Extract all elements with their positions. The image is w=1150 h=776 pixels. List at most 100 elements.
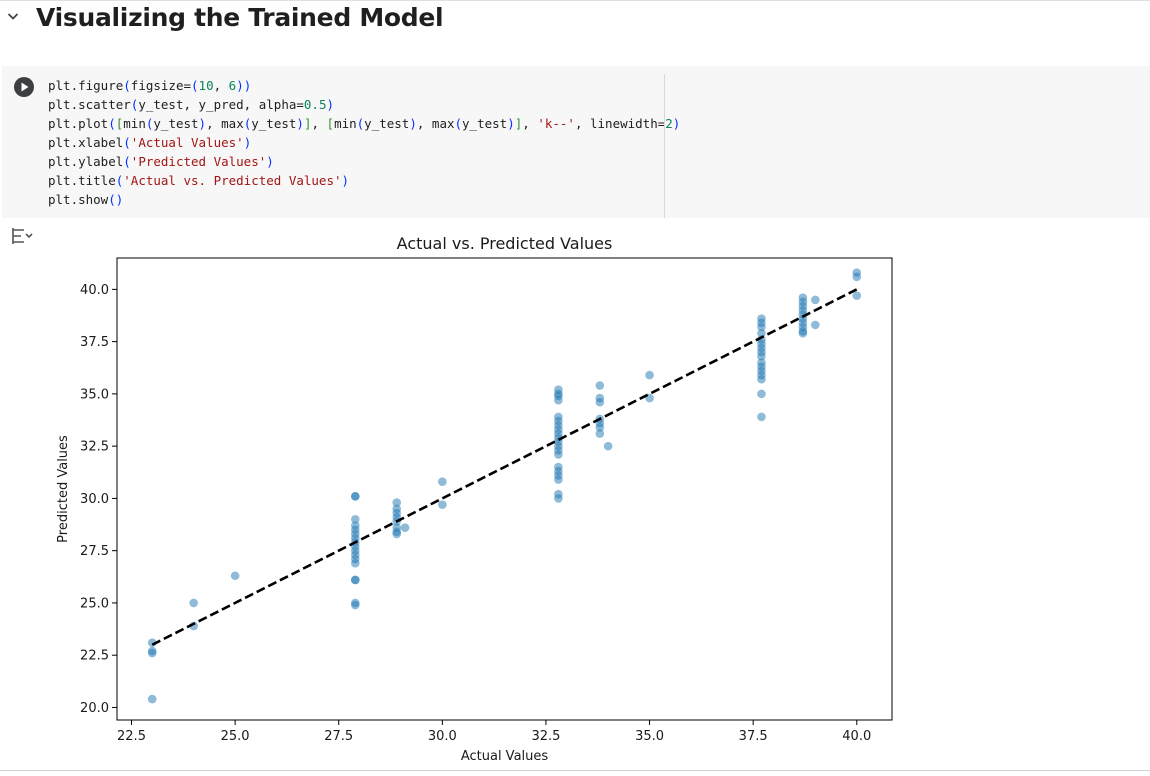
- code-token: plt.xlabel: [48, 135, 124, 150]
- code-token: y_test: [251, 116, 297, 131]
- code-line[interactable]: plt.figure(figsize=(10, 6)): [48, 76, 1138, 95]
- code-token: ]: [514, 116, 523, 131]
- data-point: [595, 429, 605, 438]
- code-cell[interactable]: plt.figure(figsize=(10, 6)) plt.scatter(y…: [2, 66, 1150, 218]
- data-point: [400, 523, 410, 532]
- section-header: Visualizing the Trained Model: [0, 0, 1150, 40]
- code-token: 0.5: [303, 97, 327, 112]
- code-token: min: [123, 116, 146, 131]
- y-tick-label: 25.0: [80, 596, 109, 611]
- data-point: [595, 381, 605, 390]
- data-point: [757, 322, 766, 332]
- code-token: ,: [213, 78, 229, 93]
- code-token: 2: [665, 116, 673, 131]
- data-point: [757, 351, 766, 361]
- y-tick-label: 22.5: [80, 649, 109, 664]
- line-length-ruler: [664, 74, 665, 218]
- code-token: plt.ylabel: [48, 154, 124, 169]
- data-point: [438, 477, 447, 486]
- data-point: [595, 397, 605, 407]
- code-token: (: [243, 116, 252, 131]
- code-token: 6: [228, 78, 237, 93]
- x-tick-label: 25.0: [221, 729, 250, 744]
- code-token: figsize=: [130, 78, 192, 93]
- code-line[interactable]: plt.show(): [48, 190, 1138, 209]
- code-token: plt.scatter: [48, 97, 131, 112]
- code-line[interactable]: plt.scatter(y_test, y_pred, alpha=0.5): [48, 95, 1138, 114]
- code-token: (: [123, 135, 131, 150]
- code-token: [: [115, 116, 124, 131]
- code-line[interactable]: plt.title('Actual vs. Predicted Values'): [48, 171, 1138, 190]
- code-line[interactable]: plt.xlabel('Actual Values'): [48, 133, 1138, 152]
- code-token: plt.plot: [48, 116, 109, 131]
- x-tick-label: 37.5: [739, 729, 768, 744]
- code-token: max: [221, 116, 244, 131]
- y-tick-label: 35.0: [80, 387, 109, 402]
- code-token: ): [341, 173, 350, 188]
- code-token: (: [191, 78, 199, 93]
- code-token: ): [198, 116, 207, 131]
- data-point: [351, 492, 360, 501]
- code-token: max: [431, 116, 455, 131]
- code-token: ,: [522, 116, 538, 131]
- data-point: [230, 571, 240, 581]
- code-token: plt.figure: [48, 78, 124, 93]
- data-point: [554, 450, 563, 459]
- data-point: [852, 291, 862, 300]
- code-token: 'Predicted Values': [130, 154, 267, 169]
- top-divider: [0, 0, 1150, 1]
- y-tick-label: 20.0: [80, 701, 109, 716]
- data-point: [757, 374, 766, 384]
- x-tick-label: 22.5: [117, 729, 146, 744]
- code-token: ): [507, 116, 515, 131]
- chevron-down-icon[interactable]: [5, 8, 21, 24]
- x-axis-label: Actual Values: [461, 749, 549, 764]
- y-tick-label: 32.5: [80, 440, 109, 455]
- data-point: [852, 272, 862, 282]
- code-line[interactable]: plt.ylabel('Predicted Values'): [48, 152, 1138, 171]
- code-token: (: [108, 116, 116, 131]
- code-token: ): [409, 116, 417, 131]
- data-point: [595, 423, 605, 432]
- data-point: [351, 558, 360, 568]
- code-token: y_test: [364, 116, 410, 131]
- code-token: ): [243, 135, 252, 150]
- code-editor[interactable]: plt.figure(figsize=(10, 6)) plt.scatter(y…: [48, 76, 1138, 216]
- code-token: y_test, y_pred, alpha=: [138, 97, 304, 112]
- x-tick-label: 35.0: [635, 729, 664, 744]
- data-point: [189, 598, 198, 608]
- x-tick-label: 30.0: [428, 729, 457, 744]
- data-point: [147, 694, 157, 704]
- data-point: [438, 500, 447, 509]
- output-settings-icon[interactable]: [10, 226, 34, 246]
- data-point: [392, 529, 402, 539]
- code-token: ,: [311, 116, 327, 131]
- code-token: ): [296, 116, 304, 131]
- data-point: [757, 389, 766, 399]
- code-token: plt.title: [48, 173, 116, 188]
- code-token: , linewidth=: [574, 116, 666, 131]
- x-tick-label: 27.5: [324, 729, 353, 744]
- code-token: ,: [416, 116, 432, 131]
- code-token: (: [454, 116, 463, 131]
- code-token: ): [266, 154, 274, 169]
- diagonal-reference-line: [151, 288, 858, 646]
- data-point: [554, 395, 563, 405]
- code-token: plt.show: [48, 192, 109, 207]
- bottom-divider: [0, 770, 1150, 771]
- play-icon[interactable]: [13, 76, 35, 98]
- code-token: (: [123, 154, 131, 169]
- data-point: [757, 412, 766, 422]
- code-token: (): [108, 192, 124, 207]
- data-point: [351, 600, 360, 610]
- code-token: ,: [206, 116, 222, 131]
- code-token: ): [326, 97, 335, 112]
- y-tick-label: 27.5: [80, 544, 109, 559]
- code-line[interactable]: plt.plot([min(y_test), max(y_test)], [mi…: [48, 114, 1138, 133]
- data-point: [757, 328, 766, 338]
- code-token: [: [326, 116, 335, 131]
- code-token: ): [672, 116, 681, 131]
- data-point: [645, 370, 654, 380]
- data-point: [554, 475, 563, 484]
- code-token: 'Actual Values': [130, 135, 244, 150]
